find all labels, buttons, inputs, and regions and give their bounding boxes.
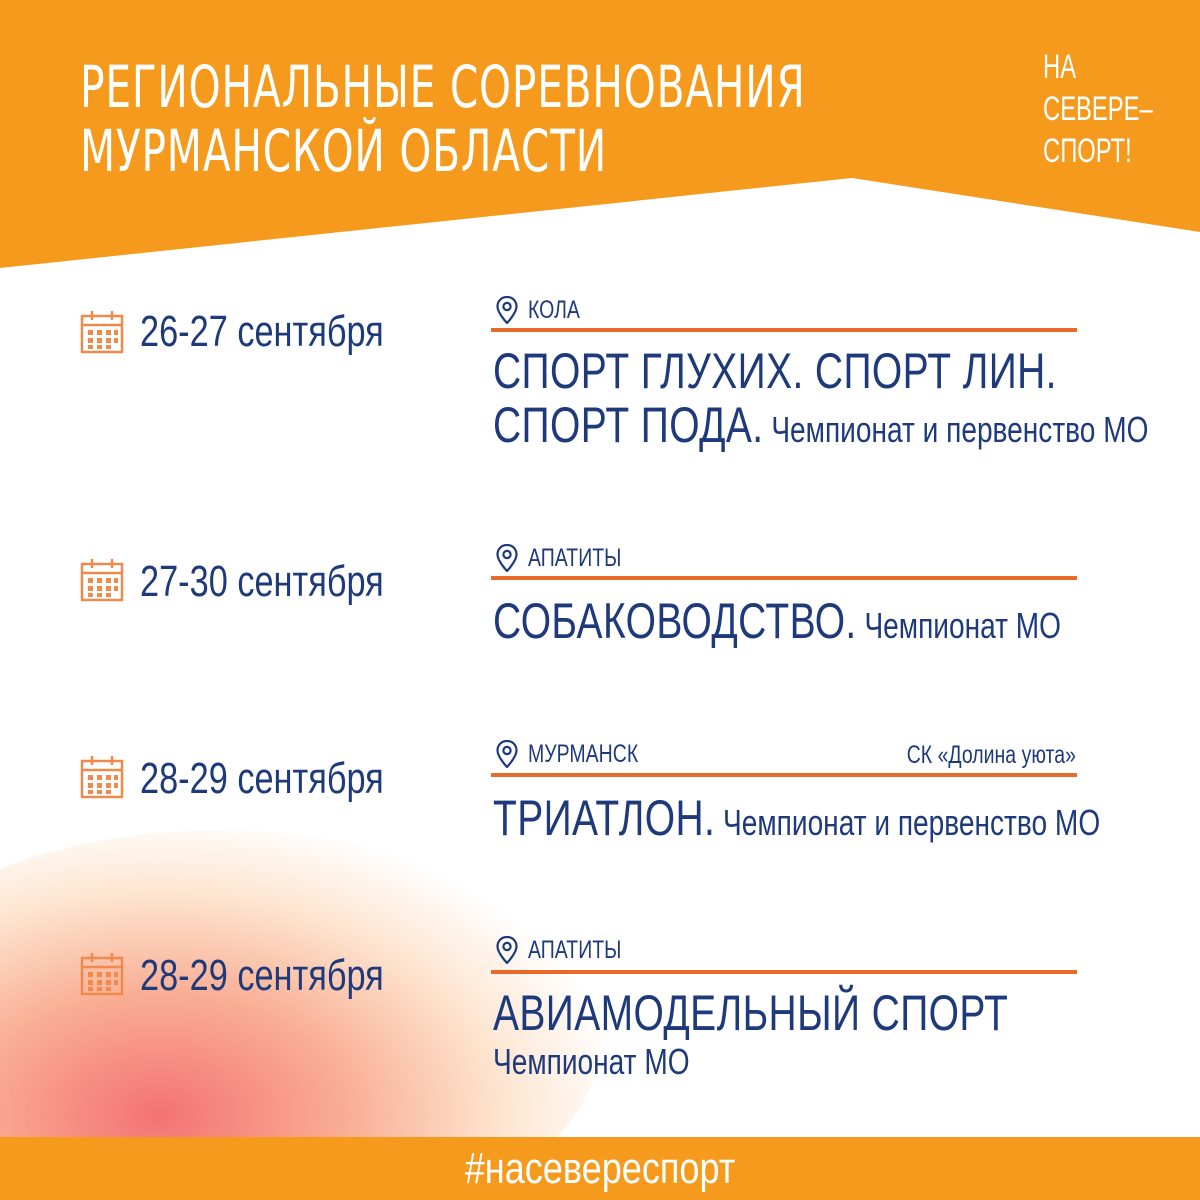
competition-type: Чемпионат МО	[493, 1041, 690, 1082]
footer-bar: #насевереспорт	[0, 1137, 1200, 1200]
sport-title: СПОРТ ГЛУХИХ. СПОРТ ЛИН.	[493, 343, 1057, 399]
map-pin-icon	[496, 936, 518, 964]
event-date: 28-29 сентября	[140, 754, 384, 803]
header-background	[0, 0, 1200, 268]
sport-title-line: СОБАКОВОДСТВО. Чемпионат МО	[493, 594, 1061, 648]
event-date: 26-27 сентября	[140, 307, 384, 356]
competition-type: Чемпионат МО	[856, 605, 1062, 646]
sport-title: СОБАКОВОДСТВО.	[493, 593, 857, 649]
event-location: МУРМАНСК	[496, 739, 669, 769]
calendar-icon	[80, 756, 124, 799]
map-pin-icon	[496, 740, 518, 768]
event-location: АПАТИТЫ	[496, 935, 648, 965]
logo-line-3: СПОРТ!	[1043, 132, 1132, 170]
event-description: АВИАМОДЕЛЬНЫЙ СПОРТ Чемпионат МО	[493, 986, 1008, 1084]
map-pin-icon	[496, 544, 518, 572]
hashtag[interactable]: #насевереспорт	[0, 1137, 1200, 1200]
divider	[491, 773, 1077, 777]
logo-line-1: НА	[1043, 48, 1077, 86]
map-pin-icon	[496, 296, 518, 324]
sport-title-line: ТРИАТЛОН. Чемпионат и первенство МО	[493, 791, 1100, 845]
calendar-icon	[80, 559, 124, 602]
calendar-icon	[80, 311, 124, 354]
city-label: КОЛА	[528, 295, 580, 324]
competition-type: Чемпионат и первенство МО	[763, 409, 1149, 450]
event-description: СОБАКОВОДСТВО. Чемпионат МО	[493, 594, 1061, 648]
divider	[491, 328, 1077, 332]
hashtag-text: #насевереспорт	[464, 1144, 736, 1193]
calendar-icon	[80, 953, 124, 996]
sport-title: АВИАМОДЕЛЬНЫЙ СПОРТ	[493, 985, 1009, 1041]
city-label: АПАТИТЫ	[528, 543, 622, 572]
logo-line-2: СЕВЕРЕ–	[1043, 90, 1153, 128]
sport-title-part: СПОРТ ПОДА.	[493, 397, 764, 453]
competition-type: Чемпионат и первенство МО	[715, 802, 1101, 843]
event-description: СПОРТ ГЛУХИХ. СПОРТ ЛИН. СПОРТ ПОДА. Чем…	[493, 344, 1148, 452]
event-location: КОЛА	[496, 295, 595, 325]
event-location: АПАТИТЫ	[496, 543, 648, 573]
page-title: РЕГИОНАЛЬНЫЕ СОРЕВНОВАНИЯ МУРМАНСКОЙ ОБЛ…	[80, 55, 1010, 183]
event-description: ТРИАТЛОН. Чемпионат и первенство МО	[493, 791, 1100, 845]
venue-label: СК «Долина уюта»	[906, 741, 1076, 769]
title-line-2: МУРМАНСКОЙ ОБЛАСТИ	[80, 117, 607, 185]
divider	[491, 970, 1077, 974]
divider	[491, 576, 1077, 580]
sport-title-line-2: СПОРТ ПОДА. Чемпионат и первенство МО	[493, 398, 1148, 452]
event-date: 27-30 сентября	[140, 557, 384, 606]
sport-title: ТРИАТЛОН.	[493, 790, 716, 846]
logo: НА СЕВЕРЕ– СПОРТ!	[1043, 46, 1200, 172]
city-label: МУРМАНСК	[528, 739, 639, 768]
title-line-1: РЕГИОНАЛЬНЫЕ СОРЕВНОВАНИЯ	[80, 53, 806, 121]
event-date: 28-29 сентября	[140, 951, 384, 1000]
city-label: АПАТИТЫ	[528, 935, 622, 964]
